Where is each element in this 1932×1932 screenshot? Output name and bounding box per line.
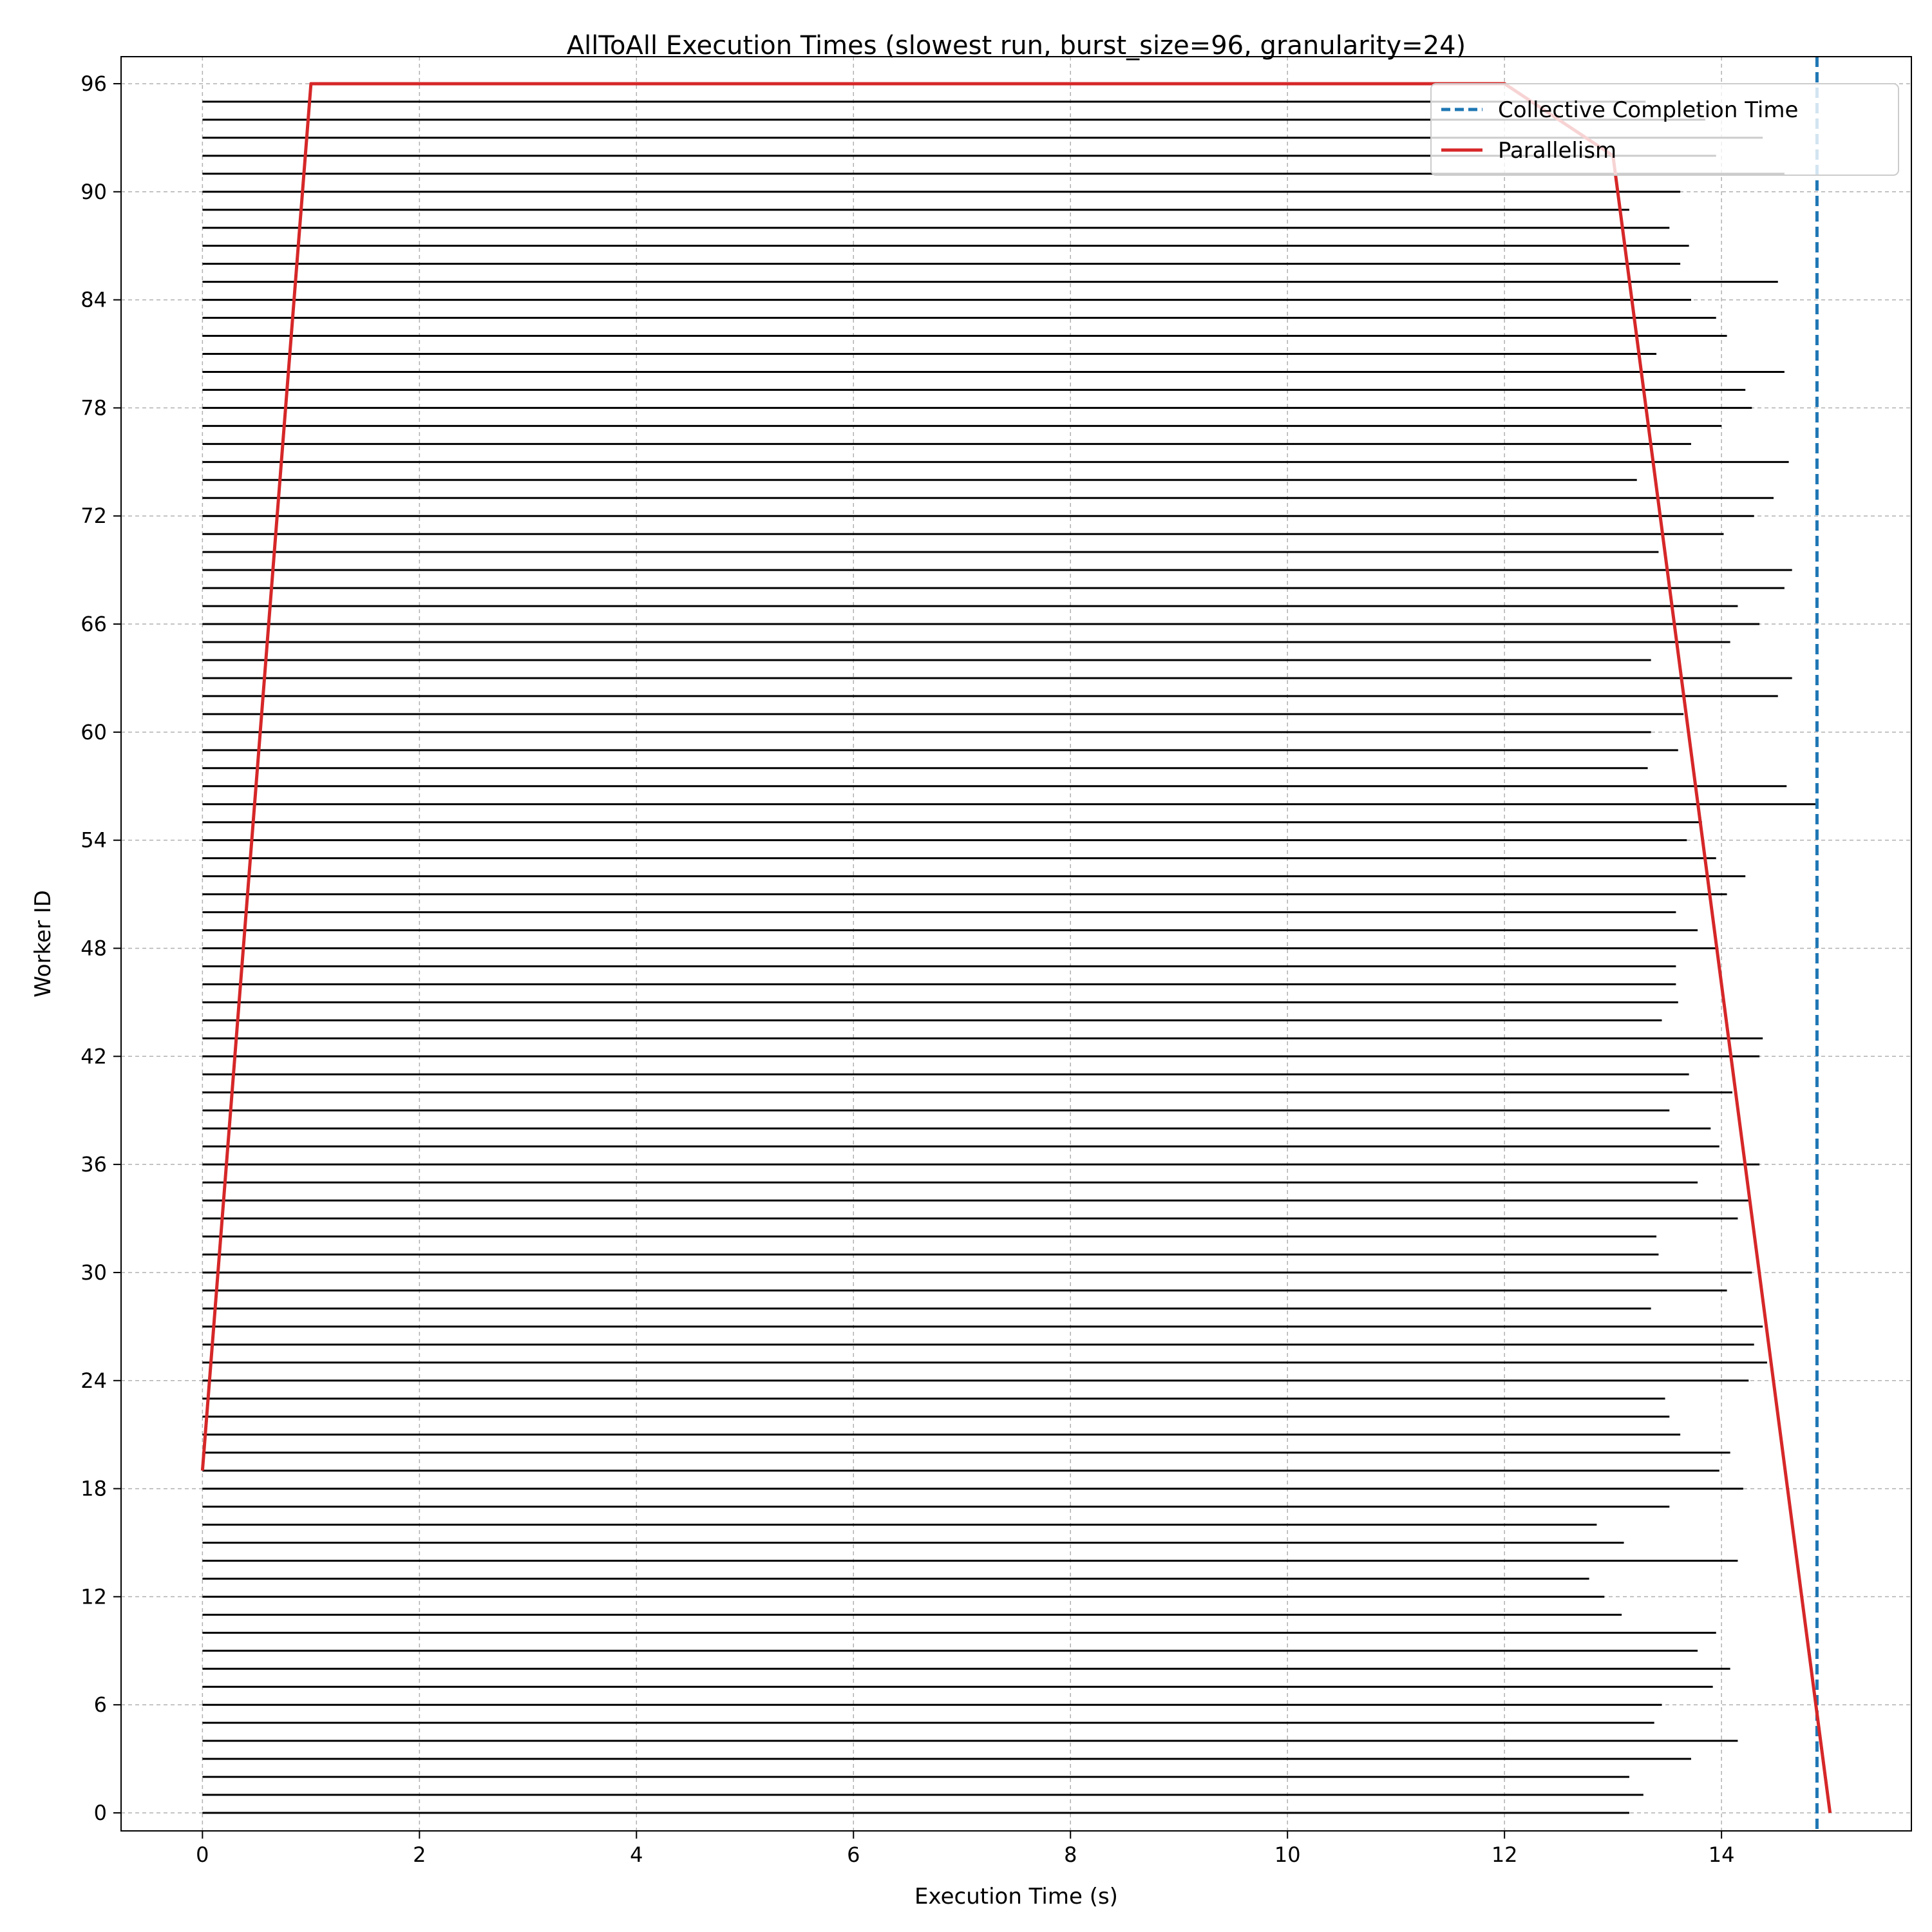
y-tick-label: 72: [80, 504, 107, 528]
x-tick-label: 4: [630, 1842, 643, 1867]
y-tick-label: 84: [80, 288, 107, 312]
y-tick-label: 78: [80, 395, 107, 420]
legend: Collective Completion Time Parallelism: [1430, 83, 1899, 176]
y-tick-label: 96: [80, 71, 107, 96]
y-tick-label: 30: [80, 1260, 107, 1285]
legend-label: Parallelism: [1498, 138, 1616, 164]
y-tick-label: 24: [80, 1368, 107, 1393]
worker-bars: [202, 100, 1817, 1814]
legend-label: Collective Completion Time: [1498, 97, 1798, 123]
y-axis-label: Worker ID: [30, 890, 56, 998]
y-tick-label: 42: [80, 1044, 107, 1068]
axis-ticks: 0 2 4 6 8 10 12 1406121824303642485460667278849…: [80, 71, 1734, 1867]
y-tick-label: 90: [80, 180, 107, 204]
x-tick-label: 14: [1709, 1842, 1735, 1867]
y-tick-label: 48: [80, 936, 107, 960]
y-tick-label: 6: [94, 1692, 107, 1717]
y-tick-label: 66: [80, 612, 107, 636]
x-tick-label: 6: [847, 1842, 860, 1867]
x-axis-label: Execution Time (s): [914, 1884, 1118, 1909]
chart-title: AllToAll Execution Times (slowest run, b…: [567, 31, 1466, 61]
y-tick-label: 18: [80, 1477, 107, 1501]
y-tick-label: 0: [94, 1801, 107, 1825]
y-tick-label: 12: [80, 1584, 107, 1609]
x-tick-label: 0: [196, 1842, 209, 1867]
x-tick-label: 2: [413, 1842, 426, 1867]
x-tick-label: 8: [1064, 1842, 1077, 1867]
plot-frame: [120, 56, 1912, 1832]
legend-box: [1430, 83, 1899, 176]
x-tick-label: 10: [1274, 1842, 1301, 1867]
y-tick-label: 36: [80, 1152, 107, 1177]
x-tick-label: 12: [1492, 1842, 1518, 1867]
y-tick-label: 60: [80, 720, 107, 744]
y-tick-label: 54: [80, 828, 107, 853]
